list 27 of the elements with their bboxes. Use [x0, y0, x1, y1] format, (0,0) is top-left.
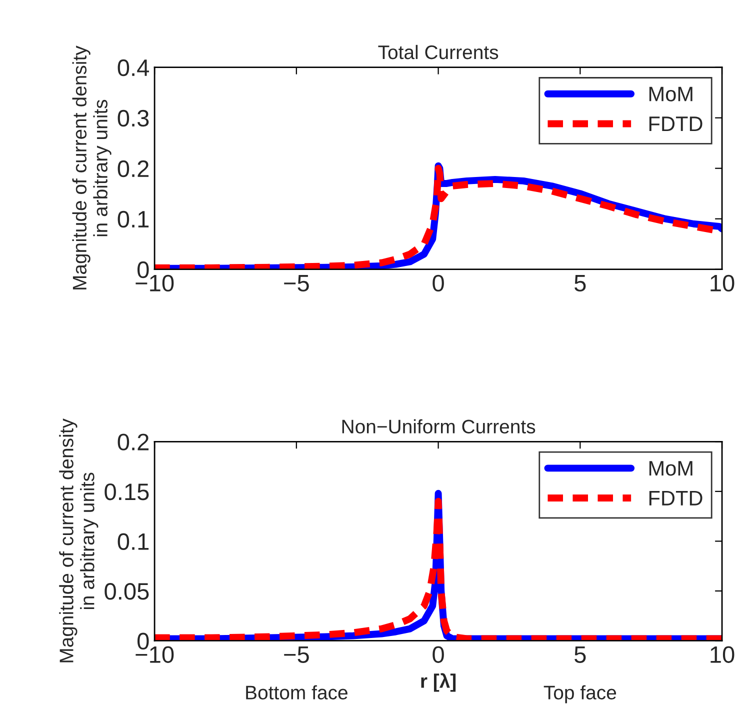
legend-label: MoM: [649, 461, 692, 476]
y-tick-label: 0.4: [118, 59, 150, 76]
chart-title: Total Currents: [378, 44, 498, 60]
y-tick-label: 0.1: [118, 210, 149, 228]
y-tick-label: 0.3: [118, 110, 149, 127]
x-tick-label: 5: [574, 646, 586, 663]
legend-label: FDTD: [649, 490, 702, 506]
y-tick-label: 0.2: [118, 160, 149, 178]
y-tick-label: 0.15: [104, 483, 149, 500]
legend-label: MoM: [649, 86, 692, 102]
x-tick-label: −5: [284, 646, 309, 663]
y-axis-title: Magnitude of current density in arbitrary units: [59, 418, 98, 662]
x-tick-label: −5: [284, 275, 309, 292]
text: Bottom face: [246, 685, 348, 700]
x-tick-label: 10: [710, 274, 734, 292]
x-tick-label: 10: [710, 646, 734, 663]
text: Top face: [544, 685, 616, 704]
chart-title: Non−Uniform Currents: [342, 419, 536, 434]
x-axis-title: r [λ]: [421, 673, 456, 692]
y-tick-label: 0.1: [118, 533, 149, 550]
y-axis-title: Magnitude of current density in arbitrary units: [72, 46, 112, 290]
legend-label: FDTD: [649, 116, 702, 132]
x-tick-label: 0: [432, 646, 444, 663]
x-tick-label: 5: [574, 275, 586, 292]
y-tick-label: 0.2: [118, 434, 149, 450]
y-tick-label: 0.05: [104, 583, 149, 600]
x-tick-label: 0: [432, 274, 444, 292]
